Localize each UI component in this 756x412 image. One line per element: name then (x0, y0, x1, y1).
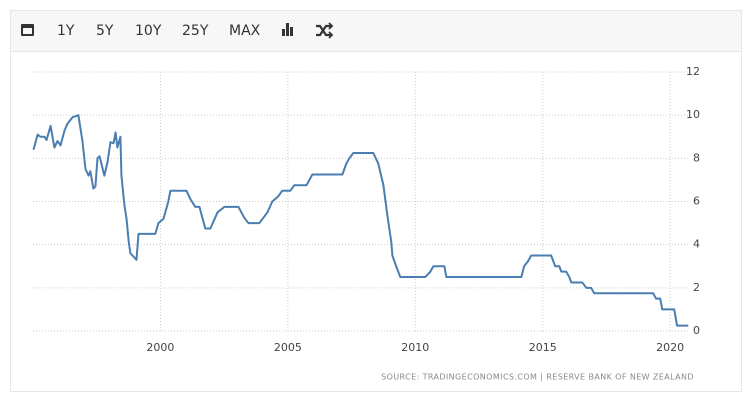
range-button[interactable]: MAX (229, 23, 261, 39)
y-tick-label: 0 (693, 324, 700, 337)
x-tick-label: 2005 (274, 341, 302, 354)
data-line (32, 114, 689, 327)
y-tick-label: 12 (686, 65, 700, 78)
y-tick-label: 8 (693, 151, 700, 164)
bar-chart-icon[interactable] (282, 23, 293, 36)
y-tick-label: 6 (693, 195, 700, 208)
x-tick-label: 2015 (529, 341, 557, 354)
y-tick-label: 10 (686, 108, 700, 121)
toolbar (10, 10, 742, 52)
y-tick-label: 2 (693, 281, 700, 294)
source: SOURCE: TRADINGECONOMICS.COM | RESERVE B… (381, 373, 694, 382)
calendar-icon[interactable] (21, 24, 34, 36)
range-button[interactable]: 25Y (182, 23, 209, 39)
shuffle-icon[interactable] (316, 22, 334, 39)
range-button[interactable]: 10Y (135, 23, 162, 39)
x-tick-label: 2000 (146, 341, 174, 354)
range-button[interactable]: 1Y (57, 23, 75, 39)
x-tick-label: 2010 (401, 341, 429, 354)
range-button[interactable]: 5Y (96, 23, 114, 39)
y-tick-label: 4 (693, 238, 700, 251)
x-tick-label: 2020 (656, 341, 684, 354)
